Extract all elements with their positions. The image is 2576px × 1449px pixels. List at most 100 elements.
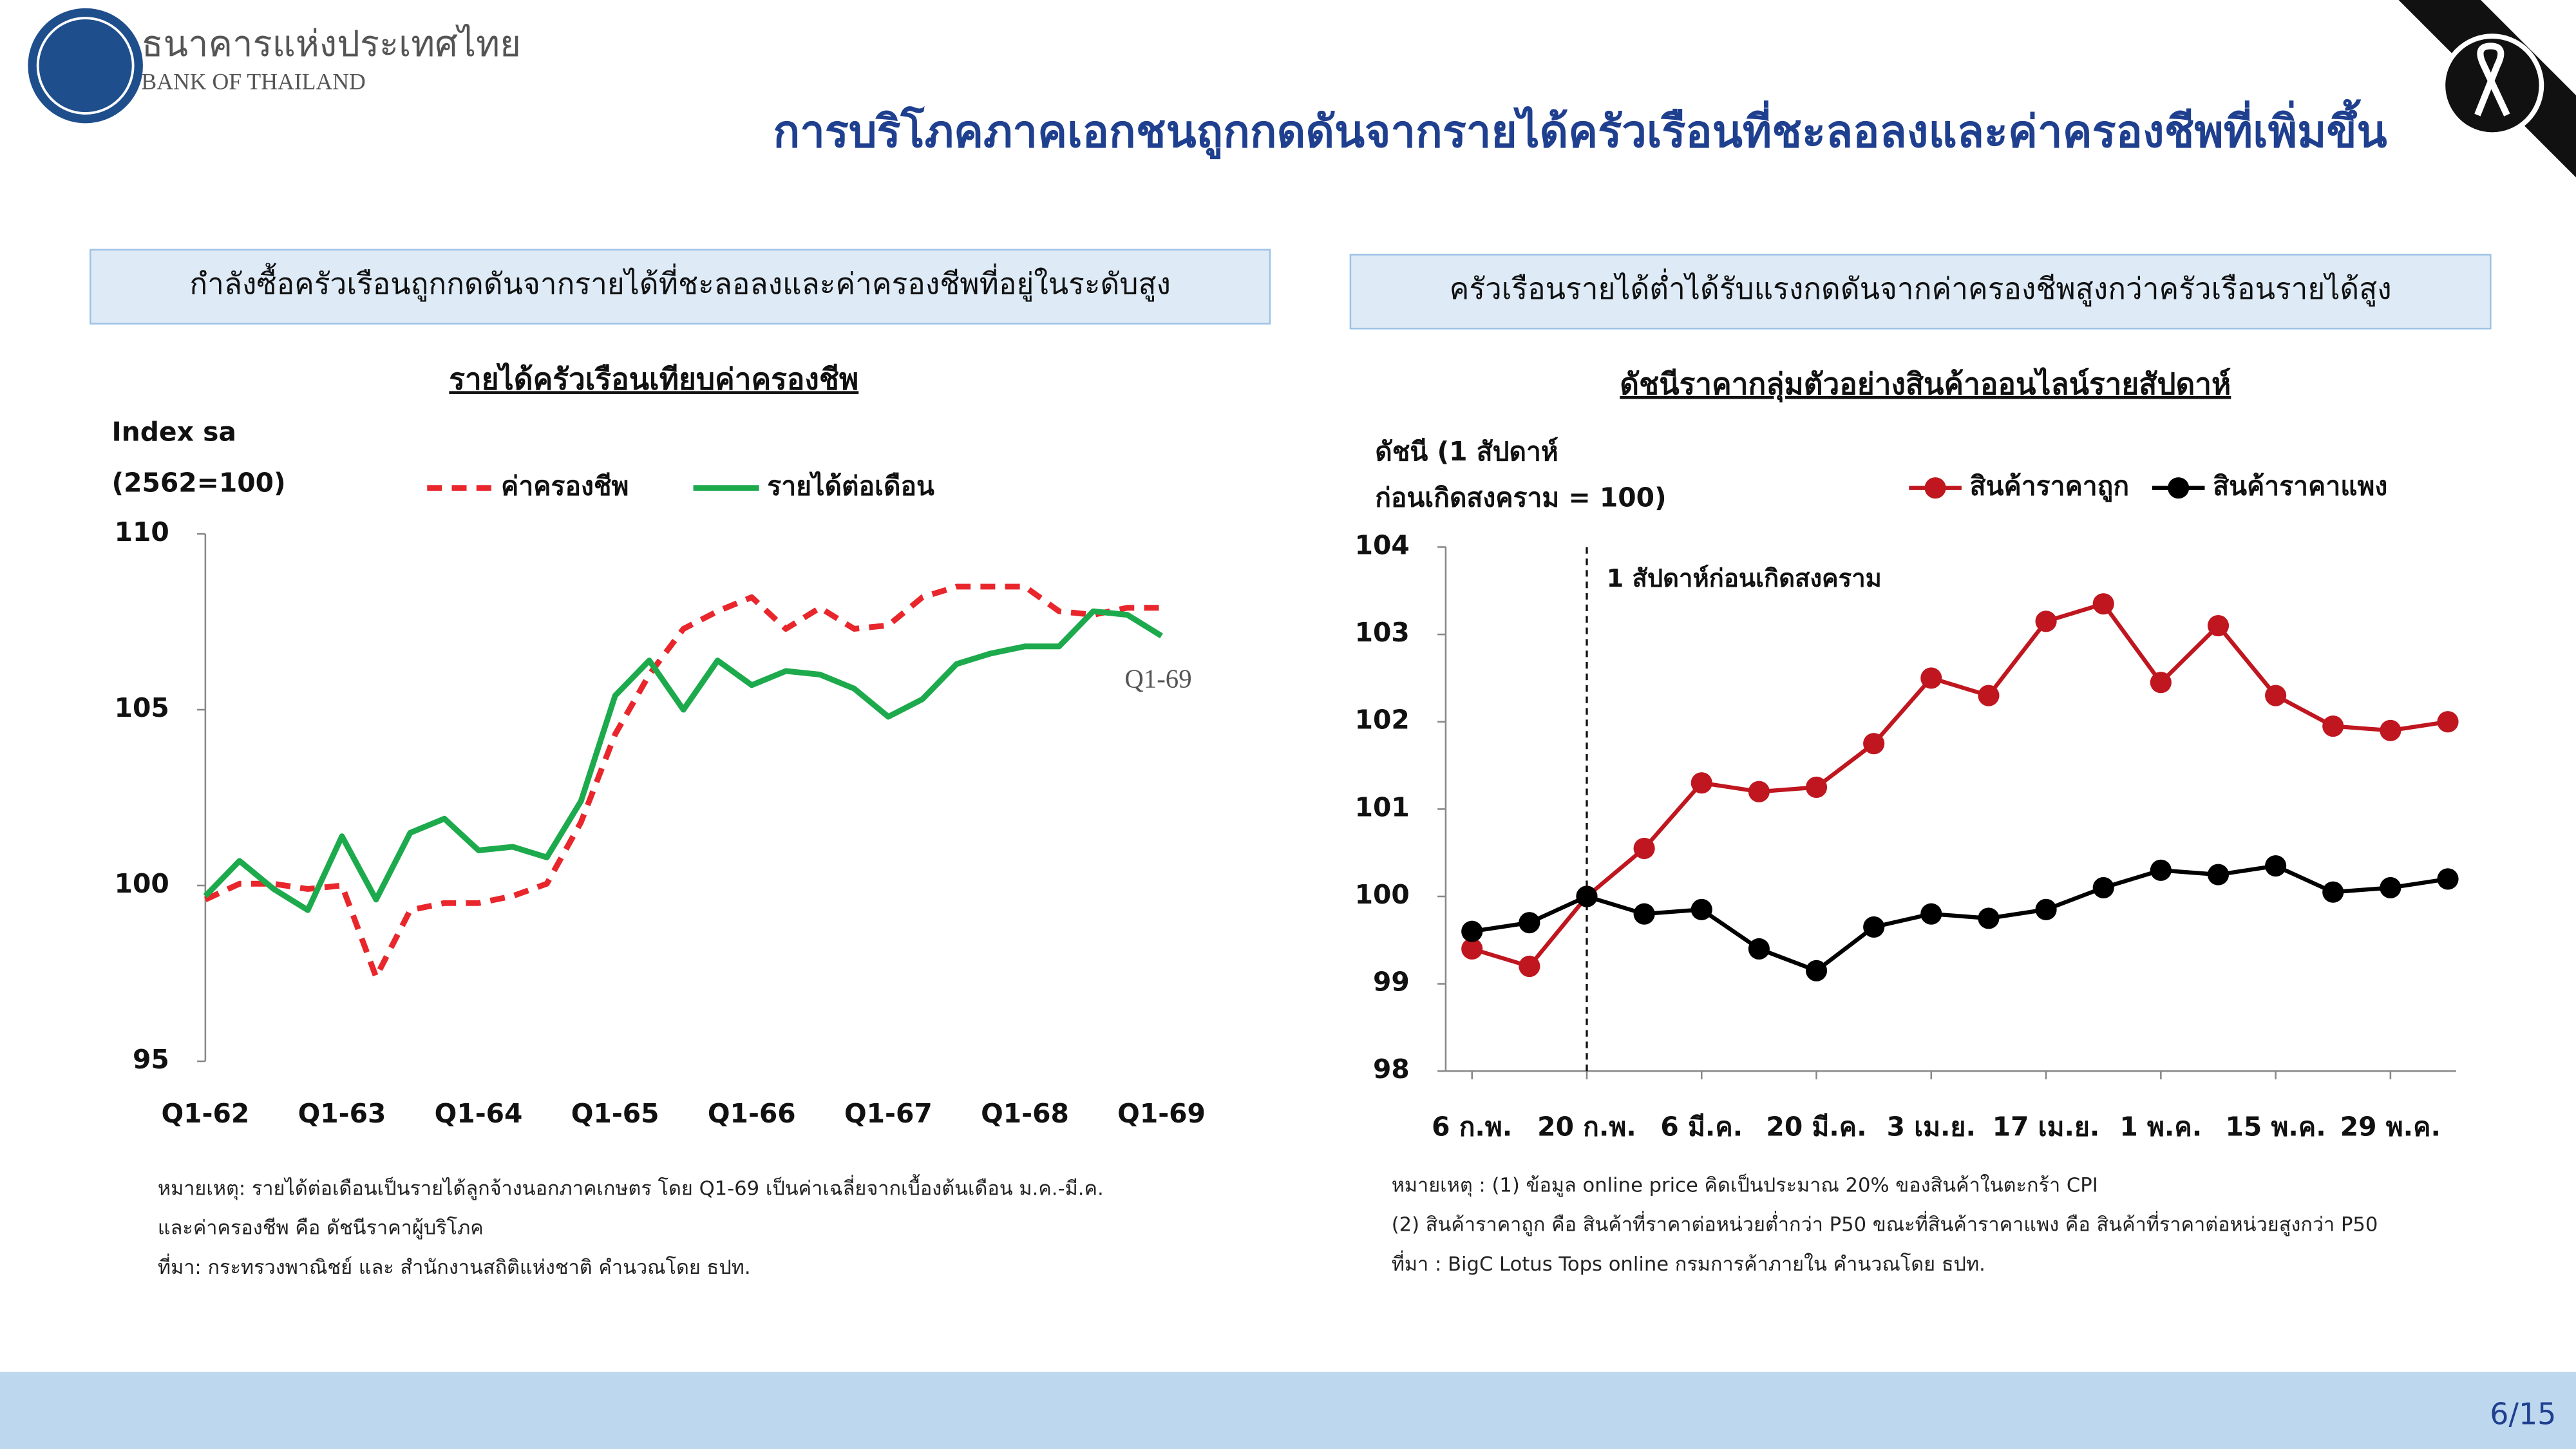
point [1461,938,1483,960]
point [1633,837,1655,859]
note: (2) สินค้าราคาถูก คือ สินค้าที่ราคาต่อหน… [1392,1211,2378,1236]
note: หมายเหตุ : (1) ข้อมูล online price คิดเป… [1392,1173,2098,1197]
legend-label: ค่าครองชีพ [501,471,629,502]
y-tick-label: 100 [115,868,169,899]
note: ที่มา : BigC Lotus Tops online กรมการค้า… [1392,1250,1985,1276]
page-number: 6/15 [2490,1396,2556,1431]
legend-marker [1924,477,1946,499]
end-label: Q1-69 [1124,665,1191,694]
x-tick-label: Q1-69 [1117,1098,1206,1129]
point [1748,938,1770,960]
series-line [1471,601,2448,969]
x-tick-label: Q1-62 [161,1098,249,1129]
point [2380,719,2401,741]
footer-bar [0,1372,2576,1449]
point [1748,781,1770,802]
point [1519,955,1540,978]
point [2092,593,2114,615]
panel-heading-box [90,249,1271,325]
y-tick-label: 105 [115,692,169,723]
panel-heading: กำลังซื้อครัวเรือนถูกกดดันจากรายได้ที่ชะ… [189,262,1171,301]
point [1461,920,1483,942]
logo-ring [36,17,135,115]
point [2207,614,2230,637]
point [1576,886,1598,907]
legend-marker [2168,477,2190,499]
y-tick-label: 98 [1373,1054,1410,1084]
y-tick-label: 95 [133,1044,169,1075]
point [1863,916,1885,938]
point [2322,881,2344,903]
point [1690,772,1712,794]
point [2150,672,2172,694]
legend-label: รายได้ต่อเดือน [767,471,934,502]
point [2265,855,2287,877]
org-en: BANK OF THAILAND [141,68,365,94]
y-axis-label: ดัชนี (1 สัปดาห์ [1375,436,1558,467]
logo [28,8,143,124]
y-tick-label: 103 [1355,617,1410,648]
series-line [1472,864,2448,973]
point [2092,876,2114,899]
point [1805,776,1828,799]
x-tick-label: 6 ก.พ. [1432,1112,1512,1142]
point [1920,667,1942,689]
x-tick-label: 6 มี.ค. [1660,1112,1743,1142]
x-tick-label: Q1-66 [708,1098,796,1129]
x-tick-label: 3 เม.ย. [1887,1112,1976,1142]
panel-heading-box [1349,254,2492,330]
org-thai: ธนาคารแห่งประเทศไทย [141,23,521,64]
y-tick-label: 102 [1355,705,1410,735]
point [1633,903,1655,925]
y-axis-label: ก่อนเกิดสงคราม = 100) [1375,482,1666,513]
point [2207,864,2230,886]
legend-label: สินค้าราคาแพง [2213,471,2387,502]
point [2437,711,2459,733]
point [1978,907,2000,929]
point [1690,898,1712,920]
panel-heading: ครัวเรือนรายได้ต่ำได้รับแรงกดดันจากค่าคร… [1450,268,2392,307]
y-tick-label: 99 [1373,967,1410,998]
y-axis-label: (2562=100) [111,468,285,498]
point [1805,960,1828,981]
series-line [204,583,1162,980]
y-tick-label: 101 [1355,791,1410,822]
x-tick-label: Q1-65 [571,1098,659,1129]
point [2322,715,2344,737]
x-tick-label: Q1-63 [298,1098,386,1129]
point [1978,685,2000,706]
point [2437,868,2459,890]
y-axis-label: Index sa [111,416,236,447]
y-tick-label: 104 [1355,529,1410,560]
point [2150,859,2172,881]
note: และค่าครองชีพ คือ ดัชนีราคาผู้บริโภค [158,1217,484,1240]
point [2035,898,2057,920]
note: ที่มา: กระทรวงพาณิชย์ และ สำนักงานสถิติแ… [158,1253,751,1279]
x-tick-label: Q1-68 [981,1098,1069,1129]
note: หมายเหตุ: รายได้ต่อเดือนเป็นรายได้ลูกจ้า… [158,1173,1104,1200]
point [1863,733,1885,755]
x-tick-label: Q1-67 [844,1098,933,1129]
y-tick-label: 110 [115,516,169,547]
x-tick-label: 29 พ.ค. [2340,1112,2441,1142]
point [1519,912,1540,934]
x-tick-label: 15 พ.ค. [2226,1112,2326,1142]
point [1920,903,1942,925]
series-line [203,608,1163,913]
y-tick-label: 100 [1355,879,1410,910]
point [2380,876,2401,899]
point [2035,611,2057,632]
x-tick-label: 20 มี.ค. [1766,1112,1866,1142]
ribbon [2474,43,2510,117]
event-label: 1 สัปดาห์ก่อนเกิดสงคราม [1607,564,1882,593]
x-tick-label: 20 ก.พ. [1537,1112,1636,1142]
point [2265,685,2287,706]
chart-title: รายได้ครัวเรือนเทียบค่าครองชีพ [449,361,858,396]
chart-title: ดัชนีราคากลุ่มตัวอย่างสินค้าออนไลน์รายสั… [1620,366,2231,402]
x-tick-label: 1 พ.ค. [2119,1112,2202,1142]
x-tick-label: Q1-64 [435,1098,523,1129]
x-tick-label: 17 เม.ย. [1993,1112,2100,1142]
slide-title: การบริโภคภาคเอกชนถูกกดดันจากรายได้ครัวเร… [773,99,2387,160]
